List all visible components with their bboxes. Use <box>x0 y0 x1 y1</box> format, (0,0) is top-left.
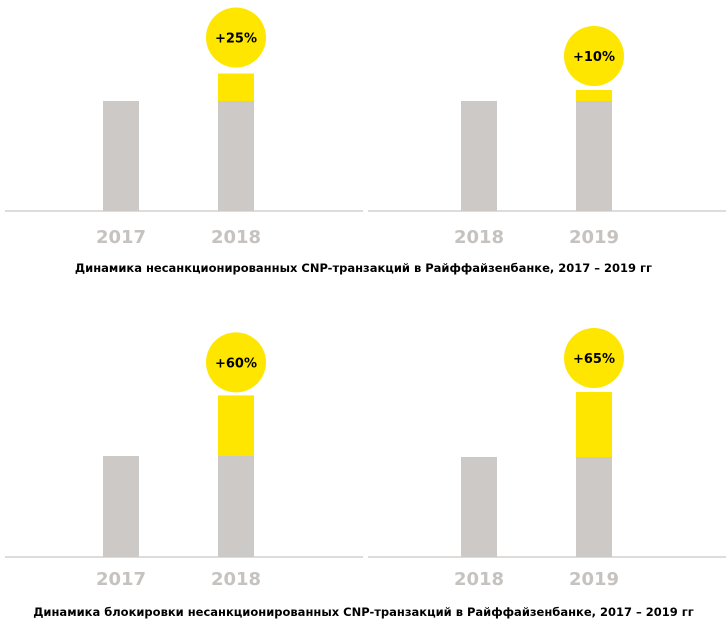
change-circle <box>206 332 266 393</box>
change-label: +65% <box>573 352 615 367</box>
caption-bottom: Динамика блокировки несанкционированных … <box>33 605 694 619</box>
bar-base <box>461 457 497 557</box>
tick-label: 2017 <box>96 227 146 248</box>
change-label: +10% <box>573 50 615 65</box>
change-circle <box>206 7 266 68</box>
change-circle <box>564 328 624 388</box>
bar-growth <box>218 395 254 456</box>
tick-label: 2018 <box>211 569 261 590</box>
tick-label: 2018 <box>454 569 504 590</box>
chart-panel-4: 2018 +65% 2019 <box>368 315 726 590</box>
caption-top: Динамика несанкционированных CNP-транзак… <box>74 261 653 275</box>
chart-svg-3: 2017 +60% 2018 <box>5 332 363 590</box>
bar-base <box>576 101 612 211</box>
tick-label: 2019 <box>569 227 619 248</box>
bar-base <box>576 457 612 557</box>
bar-growth <box>218 73 254 101</box>
change-circle <box>564 26 624 86</box>
bar-growth <box>576 90 612 101</box>
tick-label: 2018 <box>211 227 261 248</box>
tick-label: 2017 <box>96 569 146 590</box>
bar-base <box>218 101 254 211</box>
change-label: +25% <box>215 32 257 47</box>
chart-svg-2: 2018 +10% 2019 <box>368 26 726 248</box>
chart-panel-3: 2017 +60% 2018 <box>5 315 363 590</box>
change-label: +60% <box>215 356 257 371</box>
bar-base <box>461 101 497 211</box>
tick-label: 2019 <box>569 569 619 590</box>
tick-label: 2018 <box>454 227 504 248</box>
bar-base <box>218 456 254 557</box>
bar-base <box>103 101 139 211</box>
chart-panel-1: 2017 +25% 2018 <box>5 5 363 248</box>
chart-panel-2: 2018 +10% 2019 <box>368 5 726 248</box>
bar-base <box>103 456 139 557</box>
chart-svg-1: 2017 +25% 2018 <box>5 7 363 248</box>
bar-growth <box>576 392 612 457</box>
chart-svg-4: 2018 +65% 2019 <box>368 328 726 590</box>
